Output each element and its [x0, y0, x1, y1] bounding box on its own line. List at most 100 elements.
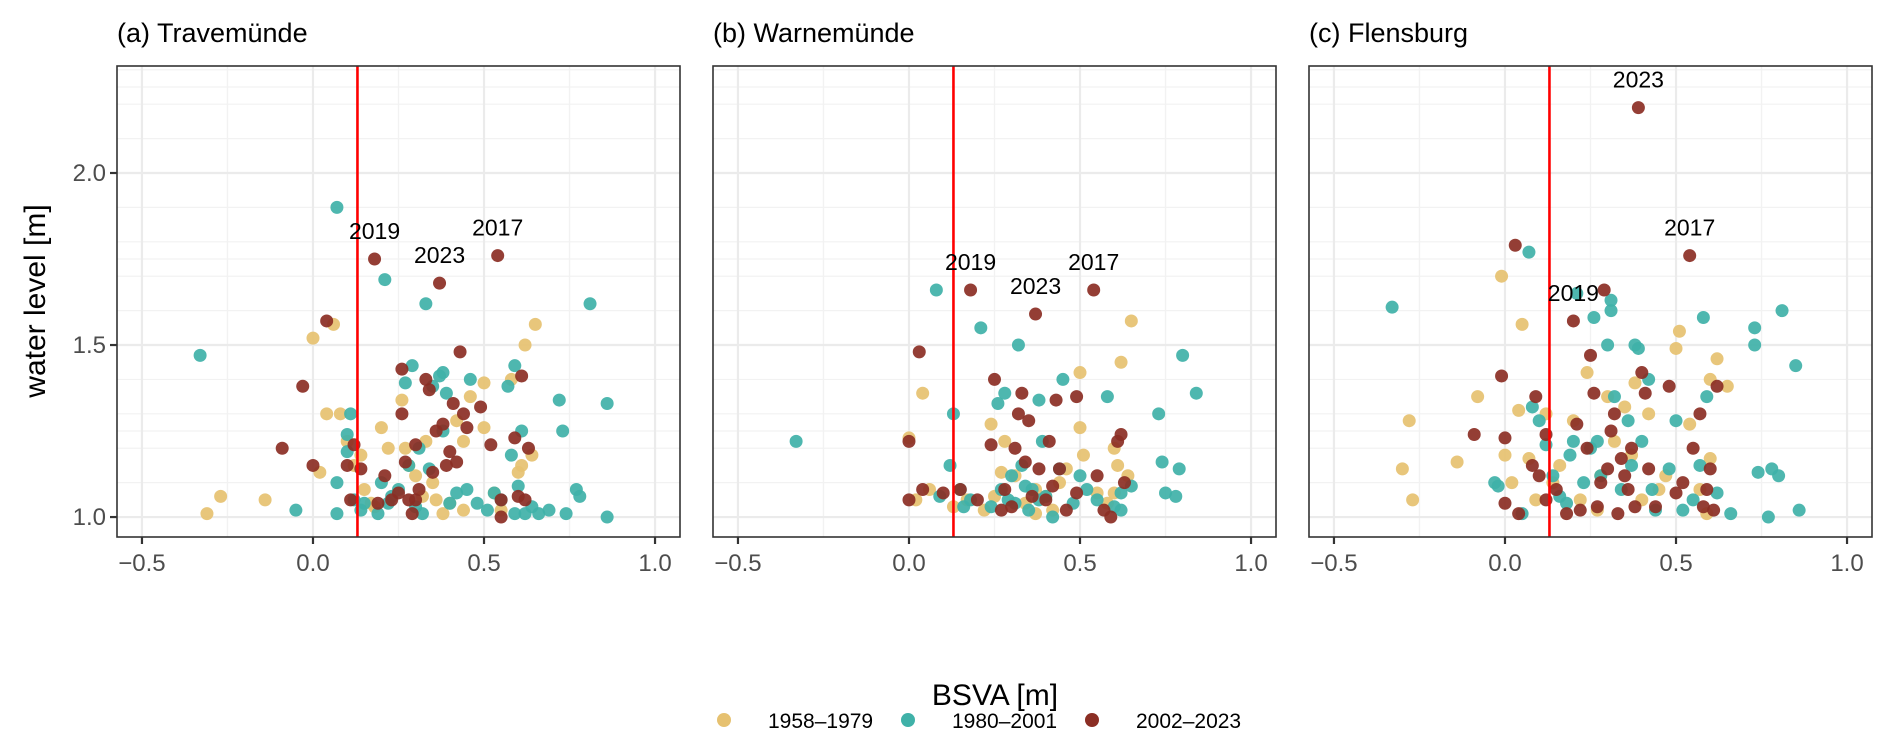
data-point: [1169, 489, 1183, 503]
data-point: [518, 338, 532, 352]
data-point: [477, 421, 491, 435]
data-point: [974, 321, 988, 335]
data-point: [368, 252, 382, 266]
data-point: [528, 317, 542, 331]
panel-title: (b) Warnemünde: [713, 18, 915, 48]
data-point: [1631, 341, 1645, 355]
annotation-label: 2017: [1664, 215, 1715, 241]
data-point: [1676, 476, 1690, 490]
data-point: [436, 366, 450, 380]
data-point: [998, 483, 1012, 497]
data-point: [1189, 386, 1203, 400]
legend-marker: [1085, 713, 1099, 727]
data-point: [1114, 427, 1128, 441]
data-point: [994, 503, 1008, 517]
data-point: [1385, 300, 1399, 314]
data-point: [1046, 510, 1060, 524]
data-point: [988, 372, 1001, 386]
data-point: [1573, 503, 1587, 517]
series-3: [275, 249, 535, 524]
data-point: [1618, 400, 1632, 414]
x-tick-label: 0.5: [467, 550, 500, 577]
data-point: [1669, 414, 1683, 428]
panel-border: [1308, 65, 1873, 538]
data-point: [330, 200, 344, 214]
data-point: [1584, 348, 1597, 362]
data-point: [515, 458, 529, 472]
data-point: [1070, 390, 1084, 404]
annotation-label: 2019: [1548, 280, 1599, 306]
data-point: [1525, 400, 1539, 414]
data-point: [409, 493, 423, 507]
data-point: [1570, 286, 1584, 300]
data-point: [1614, 452, 1628, 466]
data-point: [1076, 448, 1090, 462]
data-point: [501, 379, 515, 393]
data-point: [1073, 421, 1087, 435]
data-point: [1720, 379, 1734, 393]
legend-label: 1958–1979: [768, 710, 873, 733]
data-point: [1775, 304, 1789, 318]
data-point: [1625, 458, 1639, 472]
y-tick-label: 2.0: [73, 160, 106, 187]
data-point: [1152, 407, 1166, 421]
data-point: [1710, 352, 1724, 366]
x-tick-label: −0.5: [118, 550, 165, 577]
data-point: [504, 448, 518, 462]
data-point: [1642, 462, 1656, 476]
data-point: [439, 386, 453, 400]
data-point: [1467, 427, 1481, 441]
legend-label: 1980–2001: [952, 710, 1057, 733]
data-point: [1638, 386, 1652, 400]
y-tick-label: 1.5: [73, 332, 106, 359]
data-point: [1635, 366, 1649, 380]
data-point: [1693, 407, 1707, 421]
data-point: [330, 476, 344, 490]
data-point: [912, 345, 926, 359]
data-point: [371, 496, 385, 510]
data-point: [1707, 503, 1721, 517]
data-point: [1080, 483, 1094, 497]
data-point: [1087, 283, 1101, 297]
data-point: [1686, 441, 1700, 455]
data-point: [429, 493, 443, 507]
data-point: [1498, 448, 1512, 462]
data-point: [1566, 314, 1580, 328]
data-point: [494, 510, 508, 524]
series-3: [1467, 101, 1724, 521]
x-tick-label: 0.5: [1063, 550, 1096, 577]
data-point: [1059, 503, 1073, 517]
data-point: [1090, 469, 1104, 483]
x-tick-label: 0.5: [1659, 550, 1692, 577]
data-point: [320, 407, 334, 421]
data-point: [409, 438, 423, 452]
annotation-label: 2017: [1068, 249, 1119, 275]
data-point: [1703, 452, 1717, 466]
data-point: [1073, 366, 1087, 380]
data-point: [456, 407, 470, 421]
data-point: [1124, 314, 1138, 328]
data-point: [193, 348, 207, 362]
data-point: [970, 493, 984, 507]
data-point: [1570, 417, 1584, 431]
data-point: [456, 434, 470, 448]
data-point: [306, 458, 320, 472]
data-point: [508, 431, 522, 445]
data-point: [474, 400, 488, 414]
data-point: [1662, 462, 1676, 476]
data-point: [1700, 483, 1714, 497]
data-point: [1114, 486, 1128, 500]
series-3: [902, 283, 1131, 524]
data-point: [1601, 462, 1615, 476]
data-point: [1450, 455, 1464, 469]
data-point: [433, 276, 447, 290]
data-point: [998, 434, 1012, 448]
data-point: [1587, 386, 1601, 400]
data-point: [453, 345, 467, 359]
data-point: [1625, 441, 1639, 455]
data-point: [994, 465, 1008, 479]
data-point: [1645, 483, 1659, 497]
data-point: [395, 362, 409, 376]
data-point: [450, 455, 464, 469]
data-point: [378, 273, 392, 287]
